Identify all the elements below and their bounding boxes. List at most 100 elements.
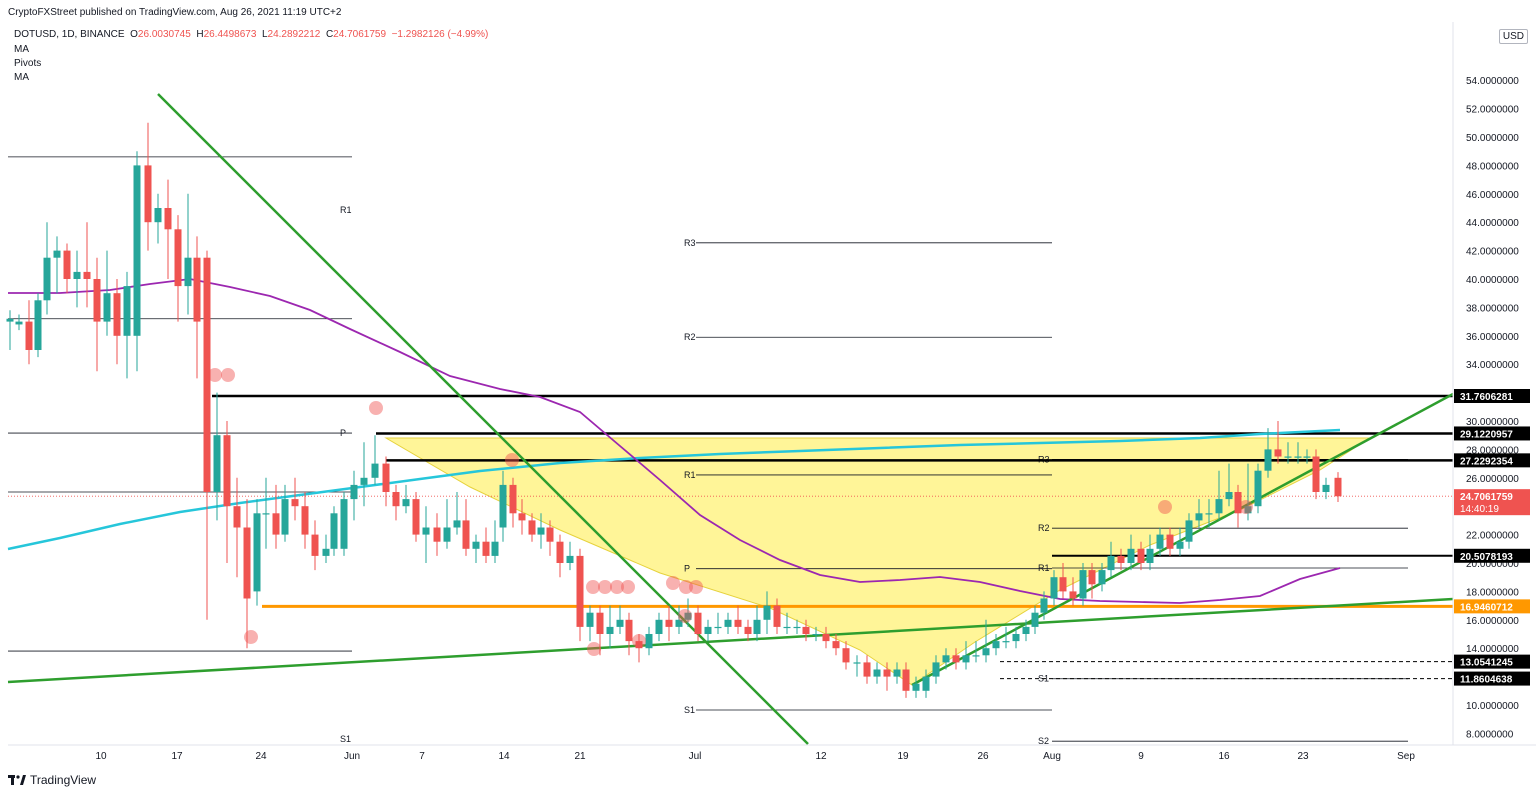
candle-up (350, 484, 358, 500)
touch-point-marker (666, 576, 680, 590)
candle-up (213, 435, 221, 492)
time-tick-label: 23 (1297, 751, 1309, 762)
candle-up (154, 208, 162, 223)
price-tick-label: 10.0000000 (1466, 701, 1519, 712)
candle-down (556, 541, 564, 563)
price-tick-label: 36.0000000 (1466, 332, 1519, 343)
candle-up (606, 626, 614, 634)
indicator-ma-1[interactable]: MA (14, 44, 29, 55)
candle-up (1225, 492, 1233, 500)
candle-up (15, 321, 23, 325)
candle-up (893, 669, 901, 677)
candle-up (972, 655, 980, 657)
candle-down (301, 506, 309, 535)
candle-up (1195, 513, 1203, 521)
candle-up (1215, 499, 1223, 514)
candle-up (1205, 513, 1213, 515)
candle-down (164, 208, 172, 230)
brand-label: TradingView (30, 773, 97, 787)
indicator-ma-2[interactable]: MA (14, 72, 29, 83)
price-tick-label: 14.0000000 (1466, 644, 1519, 655)
candle-down (223, 435, 231, 507)
candle-up (1040, 598, 1048, 613)
time-tick-label: 7 (419, 751, 425, 762)
price-tick-label: 34.0000000 (1466, 360, 1519, 371)
candle-down (744, 626, 752, 634)
candle-down (1069, 591, 1077, 599)
pivot-label-s1: S1 (684, 705, 695, 715)
price-tick-label: 42.0000000 (1466, 247, 1519, 258)
touch-point-marker (244, 630, 258, 644)
candle-down (665, 619, 673, 627)
candle-up (1185, 520, 1193, 542)
touch-point-marker (678, 609, 692, 623)
indicator-pivots[interactable]: Pivots (14, 58, 42, 69)
candle-down (822, 634, 830, 642)
candle-down (462, 520, 470, 549)
candle-up (684, 612, 692, 620)
pivot-label-p: P (340, 428, 346, 438)
candle-down (1166, 534, 1174, 549)
pivot-label-s1: S1 (340, 734, 351, 744)
candle-up (566, 555, 574, 563)
candle-up (453, 520, 461, 528)
candle-up (616, 619, 624, 627)
candle-down (842, 648, 850, 663)
price-badge (1454, 599, 1530, 614)
candle-up (1002, 641, 1010, 643)
candle-down (382, 463, 390, 492)
candle-up (922, 676, 930, 691)
candle-up (783, 626, 791, 629)
touch-point-marker (610, 580, 624, 594)
ma-fast-line (8, 278, 1341, 604)
candle-up (281, 499, 289, 535)
candle-up (262, 513, 270, 515)
time-tick-label: 19 (897, 751, 909, 762)
symbol-label[interactable]: DOTUSD, 1D, BINANCE (14, 29, 125, 40)
candle-up (704, 626, 712, 634)
candle-down (482, 541, 490, 556)
candle-up (34, 300, 42, 350)
candle-up (962, 655, 970, 663)
open-value: 26.0030745 (137, 29, 191, 40)
candle-up (537, 527, 545, 535)
candle-down (311, 534, 319, 556)
candle-down (203, 257, 211, 492)
candle-up (942, 655, 950, 663)
low-value: 24.2892212 (267, 29, 321, 40)
candle-up (133, 165, 141, 336)
candle-down (1234, 492, 1242, 514)
publisher-line: CryptoFXStreet published on TradingView.… (8, 7, 342, 18)
candle-up (1012, 634, 1020, 642)
countdown-label: 14:40:19 (1460, 504, 1499, 515)
price-badge (1454, 671, 1530, 686)
candle-up (491, 541, 499, 556)
candle-down (1059, 577, 1067, 592)
candle-down (174, 229, 182, 287)
price-badge (1454, 548, 1530, 563)
candle-up (253, 513, 261, 592)
cup-pattern (384, 437, 1372, 686)
pivot-label-p: P (684, 564, 690, 574)
close-value: 24.7061759 (333, 29, 387, 40)
candle-up (53, 250, 61, 258)
uptrend-line (911, 392, 1454, 687)
candle-up (1127, 548, 1135, 563)
candle-down (518, 513, 526, 521)
currency-button[interactable]: USD (1498, 29, 1528, 44)
price-tick-label: 26.0000000 (1466, 474, 1519, 485)
high-value: 26.4498673 (203, 29, 257, 40)
time-tick-label: Sep (1397, 751, 1415, 762)
candle-down (1117, 555, 1125, 563)
candle-down (291, 499, 299, 507)
tradingview-brand[interactable]: TradingView (8, 773, 96, 787)
time-tick-label: 16 (1218, 751, 1230, 762)
ohlc-legend: DOTUSD, 1D, BINANCE O26.0030745 H26.4498… (14, 29, 488, 40)
candle-up (340, 499, 348, 549)
candle-up (73, 271, 81, 279)
candle-up (992, 641, 1000, 649)
candle-down (233, 506, 241, 528)
close-label: C (325, 29, 334, 40)
